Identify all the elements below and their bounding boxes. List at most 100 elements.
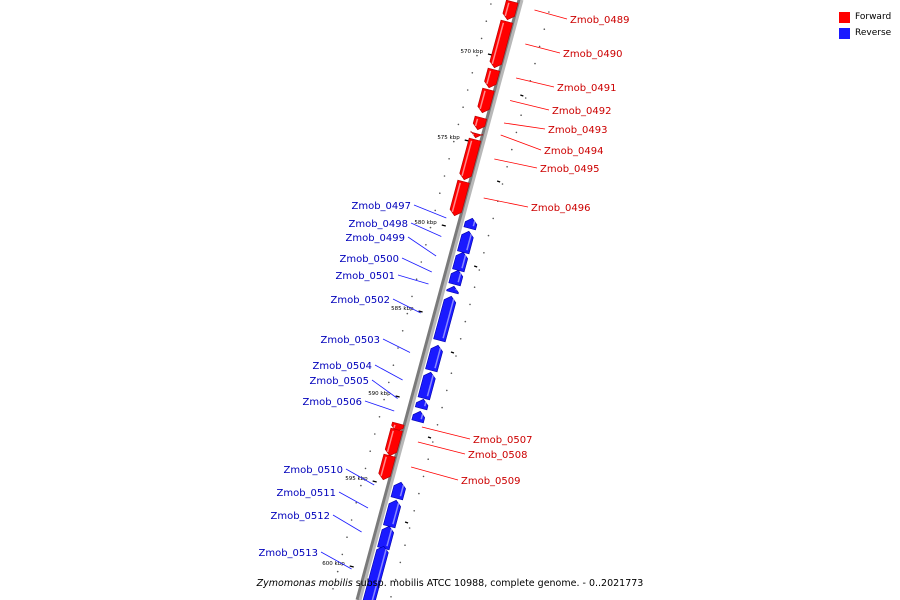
gene-label: Zmob_0512 xyxy=(270,511,330,522)
gene-label: Zmob_0513 xyxy=(258,548,318,559)
gene-block xyxy=(390,481,406,501)
guide-dot xyxy=(515,131,518,134)
genome-backbone xyxy=(358,0,524,600)
gene-block xyxy=(411,410,426,424)
guide-dot xyxy=(383,398,385,401)
gene-leader-line xyxy=(382,338,411,353)
gene-leader-line xyxy=(500,134,542,151)
guide-dot xyxy=(485,20,488,23)
guide-dot xyxy=(543,28,546,31)
guide-dot xyxy=(466,89,469,91)
gene-label: Zmob_0501 xyxy=(335,271,395,282)
legend-reverse-label: Reverse xyxy=(855,28,892,38)
guide-dot xyxy=(399,561,402,564)
guide-dot xyxy=(364,467,367,470)
gene-leader-line xyxy=(494,158,538,169)
scale-tick xyxy=(372,480,377,483)
gene-label: Zmob_0502 xyxy=(330,295,390,306)
gene-leader-line xyxy=(401,257,432,273)
guide-dot xyxy=(453,140,455,143)
guide-dot xyxy=(415,278,418,281)
guide-dot xyxy=(411,295,413,298)
scale-tick xyxy=(441,224,446,227)
gene-label: Zmob_0503 xyxy=(320,335,380,346)
gene-leader-line xyxy=(421,426,471,440)
guide-dot xyxy=(464,320,467,323)
gene-leader-line xyxy=(397,274,429,285)
scale-tick xyxy=(395,395,400,398)
guide-dot xyxy=(455,355,457,357)
guide-dot xyxy=(434,209,437,212)
gene-block xyxy=(459,137,482,181)
guide-dot xyxy=(487,234,490,237)
scale-tick xyxy=(349,565,354,568)
scale-tick xyxy=(418,310,423,313)
guide-dot xyxy=(462,106,464,108)
guide-dot xyxy=(476,54,478,57)
gene-highlight xyxy=(504,2,510,17)
gene-leader-line xyxy=(338,491,369,509)
gene-highlight xyxy=(386,430,394,453)
gene-block xyxy=(452,251,469,273)
guide-dot xyxy=(355,502,358,504)
guide-dot xyxy=(483,252,485,254)
genome-backbone-shadow xyxy=(355,0,523,600)
gene-label: Zmob_0489 xyxy=(570,15,630,26)
gene-block xyxy=(448,269,464,287)
guide-dot xyxy=(436,424,439,426)
guide-dot xyxy=(378,416,381,418)
guide-dot xyxy=(439,192,441,194)
guide-dot xyxy=(394,578,397,581)
guide-dot xyxy=(457,123,460,126)
reverse-swatch xyxy=(839,27,850,39)
scale-tick-label: 570 kbp xyxy=(461,49,484,55)
gene-label: Zmob_0491 xyxy=(557,83,617,94)
gene-block xyxy=(449,179,470,217)
gene-highlight xyxy=(380,456,387,477)
scale-tick-label: 600 kbp xyxy=(322,561,345,567)
gene-highlight xyxy=(392,502,400,525)
gene-highlight xyxy=(457,272,462,283)
guide-dot xyxy=(406,312,409,315)
gene-highlight xyxy=(461,140,473,177)
gene-leader-line xyxy=(320,551,352,570)
caption-species: Zymomonas mobilis xyxy=(256,578,353,589)
gene-highlight xyxy=(486,70,492,85)
guide-dot xyxy=(350,519,353,521)
guide-dot xyxy=(448,158,450,160)
gene-highlight xyxy=(371,548,387,600)
guide-dot xyxy=(520,114,522,116)
gene-highlight xyxy=(466,233,472,251)
forward-swatch xyxy=(839,11,850,23)
scale-tick xyxy=(487,53,493,56)
gene-leader-line xyxy=(371,379,398,399)
scale-tick xyxy=(464,139,469,142)
guide-dot xyxy=(538,45,541,48)
gene-block xyxy=(425,344,443,373)
gene-block xyxy=(457,230,474,255)
gene-highlight xyxy=(474,118,479,127)
gene-leader-line xyxy=(392,298,421,314)
guide-dot xyxy=(369,450,372,453)
guide-dot xyxy=(432,441,434,443)
scale-tick xyxy=(404,521,409,524)
gene-block xyxy=(484,67,501,89)
gene-leader-line xyxy=(525,43,561,54)
gene-highlight xyxy=(479,90,486,110)
scale-tick-label: 575 kbp xyxy=(437,135,460,141)
scale-tick xyxy=(496,180,501,183)
legend-forward: Forward xyxy=(839,9,891,25)
gene-block xyxy=(383,499,402,529)
gene-label: Zmob_0504 xyxy=(312,361,372,372)
guide-dot xyxy=(478,269,481,271)
gene-highlight xyxy=(426,374,434,397)
gene-leader-line xyxy=(516,77,555,88)
caption-rest: subsp. mobilis ATCC 10988, complete geno… xyxy=(352,578,644,589)
gene-highlight xyxy=(442,298,455,339)
gene-label: Zmob_0500 xyxy=(339,254,399,265)
guide-dot xyxy=(473,286,476,289)
guide-dot xyxy=(469,303,471,306)
guide-dot xyxy=(480,37,483,40)
